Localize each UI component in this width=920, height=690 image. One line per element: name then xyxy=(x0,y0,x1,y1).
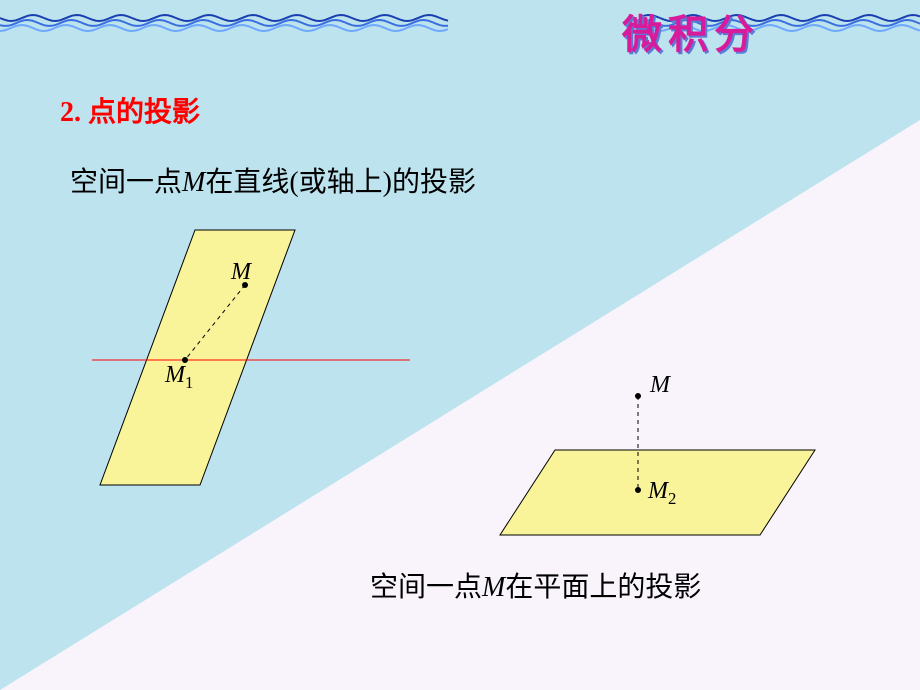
line2-text: 空间一点M在平面上的投影 xyxy=(370,565,701,605)
calculus-logo: 微积分 xyxy=(622,2,760,60)
diagram-projection-line: M M1 xyxy=(80,225,420,495)
point-M-right xyxy=(635,393,641,399)
point-M2 xyxy=(635,487,641,493)
label-M-left: M xyxy=(230,259,253,285)
line1-suffix: 在直线(或轴上)的投影 xyxy=(205,167,476,198)
line2-suffix: 在平面上的投影 xyxy=(505,572,701,603)
line1-text: 空间一点M在直线(或轴上)的投影 xyxy=(70,160,476,200)
logo-text: 微积分 xyxy=(622,12,760,57)
vertical-plane xyxy=(100,230,295,485)
section-title: 2. 点的投影 xyxy=(60,90,200,130)
slide-root: 微积分 2. 点的投影 空间一点M在直线(或轴上)的投影 M M1 M M2 空… xyxy=(0,0,920,690)
diagram-projection-plane: M M2 xyxy=(480,360,840,560)
label-M-right: M xyxy=(649,372,672,398)
line1-prefix: 空间一点 xyxy=(70,167,182,198)
line2-prefix: 空间一点 xyxy=(370,572,482,603)
line2-M: M xyxy=(482,572,505,603)
section-title-text: 2. 点的投影 xyxy=(60,97,200,128)
line1-M: M xyxy=(182,167,205,198)
header-wave-left xyxy=(0,10,450,40)
